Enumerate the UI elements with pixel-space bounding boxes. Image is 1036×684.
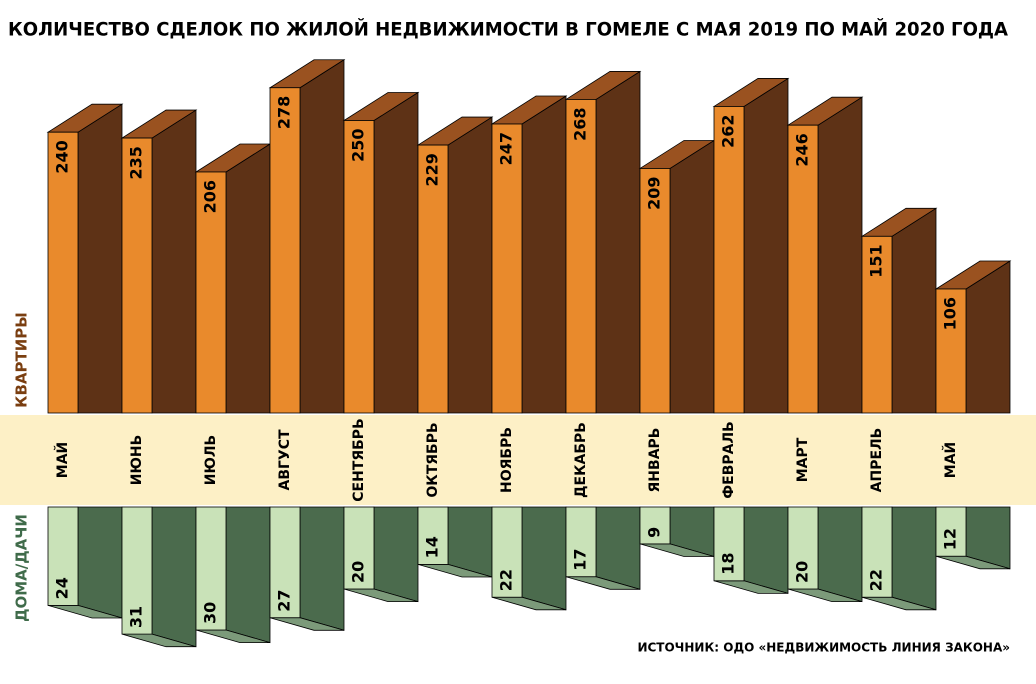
bar-side: [595, 506, 641, 590]
bar: [713, 106, 745, 414]
bar: [121, 137, 153, 414]
bar: [343, 506, 375, 590]
bar-side: [225, 506, 271, 644]
bar: [47, 506, 79, 606]
bar-side: [891, 207, 937, 414]
bar-side: [817, 96, 863, 414]
bar-side: [151, 109, 197, 414]
bar: [195, 171, 227, 414]
value-label: 250: [349, 129, 368, 162]
bar-side: [891, 506, 937, 611]
bar-side: [373, 506, 419, 603]
bar-side: [743, 506, 789, 594]
bar: [861, 506, 893, 598]
bar-side: [77, 506, 123, 619]
bar: [417, 506, 449, 565]
value-label: 22: [497, 569, 516, 591]
value-label: 240: [53, 140, 72, 173]
x-tick-label: МАЙ: [54, 442, 71, 478]
x-tick-label: ИЮНЬ: [129, 435, 145, 486]
x-tick-label: МАРТ: [795, 437, 811, 482]
value-label: 20: [349, 561, 368, 583]
value-label: 9: [645, 527, 664, 538]
value-label: 151: [867, 244, 886, 277]
x-tick-label: СЕНТЯБРЬ: [351, 418, 367, 502]
value-label: 262: [719, 114, 738, 147]
value-label: 278: [275, 96, 294, 129]
bar: [787, 506, 819, 590]
bar: [269, 506, 301, 619]
source-note: ИСТОЧНИК: ОДО «НЕДВИЖИМОСТЬ ЛИНИЯ ЗАКОНА…: [637, 641, 1010, 655]
bar-side: [521, 95, 567, 414]
x-tick-label: ИЮЛЬ: [203, 435, 219, 485]
bar: [713, 506, 745, 582]
value-label: 22: [867, 569, 886, 591]
x-tick-label: ФЕВРАЛЬ: [721, 421, 737, 499]
x-tick-label: ЯНВАРЬ: [647, 428, 663, 493]
bar: [417, 144, 449, 414]
series-label: ДОМА/ДАЧИ: [13, 514, 31, 622]
value-label: 246: [793, 133, 812, 166]
value-label: 27: [275, 589, 294, 611]
bar: [47, 131, 79, 414]
value-label: 247: [497, 132, 516, 165]
bar: [565, 99, 597, 414]
x-tick-label: ОКТЯБРЬ: [425, 422, 441, 497]
value-label: 31: [127, 606, 146, 628]
bar-side: [299, 59, 345, 414]
bar: [565, 506, 597, 578]
bar-side: [595, 70, 641, 414]
value-label: 206: [201, 180, 220, 213]
bar: [935, 288, 967, 414]
value-label: 12: [941, 528, 960, 550]
value-label: 18: [719, 553, 738, 575]
bar: [121, 506, 153, 635]
bar-side: [151, 506, 197, 648]
x-tick-label: ДЕКАБРЬ: [573, 422, 589, 498]
value-label: 30: [201, 602, 220, 624]
x-tick-label: МАЙ: [942, 442, 959, 478]
category-band: [0, 415, 1036, 505]
bar-side: [225, 143, 271, 414]
x-tick-label: АПРЕЛЬ: [869, 428, 885, 493]
bar-side: [521, 506, 567, 611]
bar: [639, 506, 671, 545]
value-label: 14: [423, 536, 442, 558]
bar: [491, 506, 523, 598]
value-label: 17: [571, 548, 590, 570]
bar-side: [77, 103, 123, 414]
bar: [491, 123, 523, 414]
bar: [343, 120, 375, 414]
bar-side: [743, 77, 789, 414]
bar: [787, 124, 819, 414]
bar-side: [669, 139, 715, 414]
value-label: 229: [423, 153, 442, 186]
bar-side: [373, 91, 419, 414]
bar: [861, 235, 893, 414]
bar: [195, 506, 227, 631]
value-label: 24: [53, 577, 72, 599]
series-label: КВАРТИРЫ: [13, 312, 31, 408]
bar-side: [817, 506, 863, 603]
chart-title: КОЛИЧЕСТВО СДЕЛОК ПО ЖИЛОЙ НЕДВИЖИМОСТИ …: [8, 18, 1008, 41]
bar-side: [299, 506, 345, 631]
value-label: 106: [941, 297, 960, 330]
bar-side: [447, 116, 493, 414]
bar: [935, 506, 967, 557]
x-tick-label: НОЯБРЬ: [499, 427, 515, 493]
value-label: 20: [793, 561, 812, 583]
value-label: 268: [571, 107, 590, 140]
value-label: 235: [127, 146, 146, 179]
bar: [639, 168, 671, 414]
bar: [269, 87, 301, 414]
x-tick-label: АВГУСТ: [277, 429, 293, 490]
value-label: 209: [645, 176, 664, 209]
